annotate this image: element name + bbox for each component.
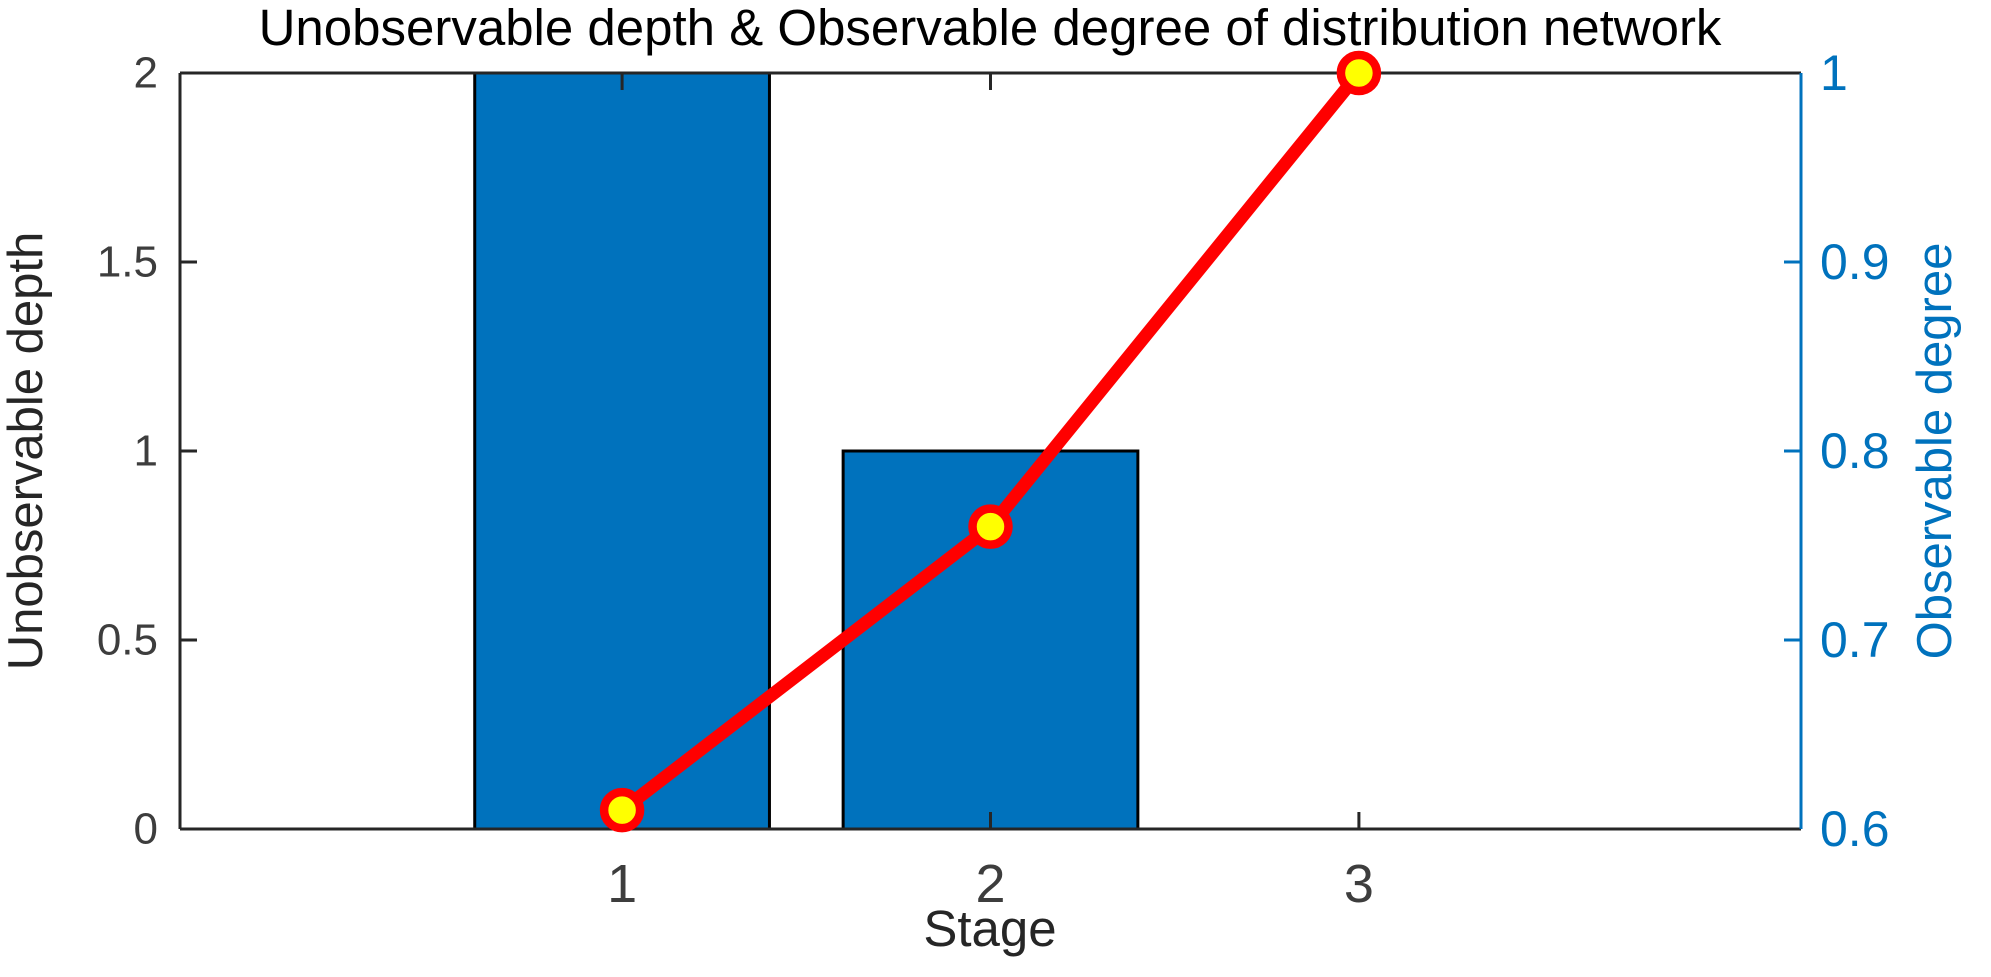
left-tick-label: 1 [134, 427, 158, 476]
right-tick-label: 0.7 [1820, 612, 1890, 668]
tick-labels-group: 0 0.5 1 1.5 2 0.6 0.7 0.8 0.9 1 1 2 3 [97, 45, 1890, 914]
x-tick-label: 1 [607, 854, 637, 914]
left-axis-label: Unobservable depth [0, 232, 53, 671]
x-axis-label: Stage [923, 900, 1056, 957]
line-series-group [599, 50, 1382, 833]
left-tick-label: 0.5 [97, 616, 158, 665]
marker-stage-1 [599, 787, 645, 833]
right-axis-label: Observable degree [1908, 243, 1962, 660]
right-tick-label: 0.9 [1820, 234, 1890, 290]
bar-stage-1 [473, 71, 771, 831]
marker-stage-3 [1336, 50, 1382, 96]
left-tick-label: 2 [134, 49, 158, 98]
x-tick-label: 2 [975, 854, 1005, 914]
marker-stage-2 [968, 504, 1013, 549]
right-tick-label: 1 [1820, 45, 1848, 101]
bars-group [473, 71, 1140, 831]
right-tick-label: 0.6 [1820, 801, 1890, 857]
right-tick-label: 0.8 [1820, 423, 1890, 479]
left-tick-label: 1.5 [97, 238, 158, 287]
x-tick-label: 3 [1344, 854, 1374, 914]
left-tick-label: 0 [134, 805, 158, 854]
chart-title: Unobservable depth & Observable degree o… [259, 0, 1722, 56]
